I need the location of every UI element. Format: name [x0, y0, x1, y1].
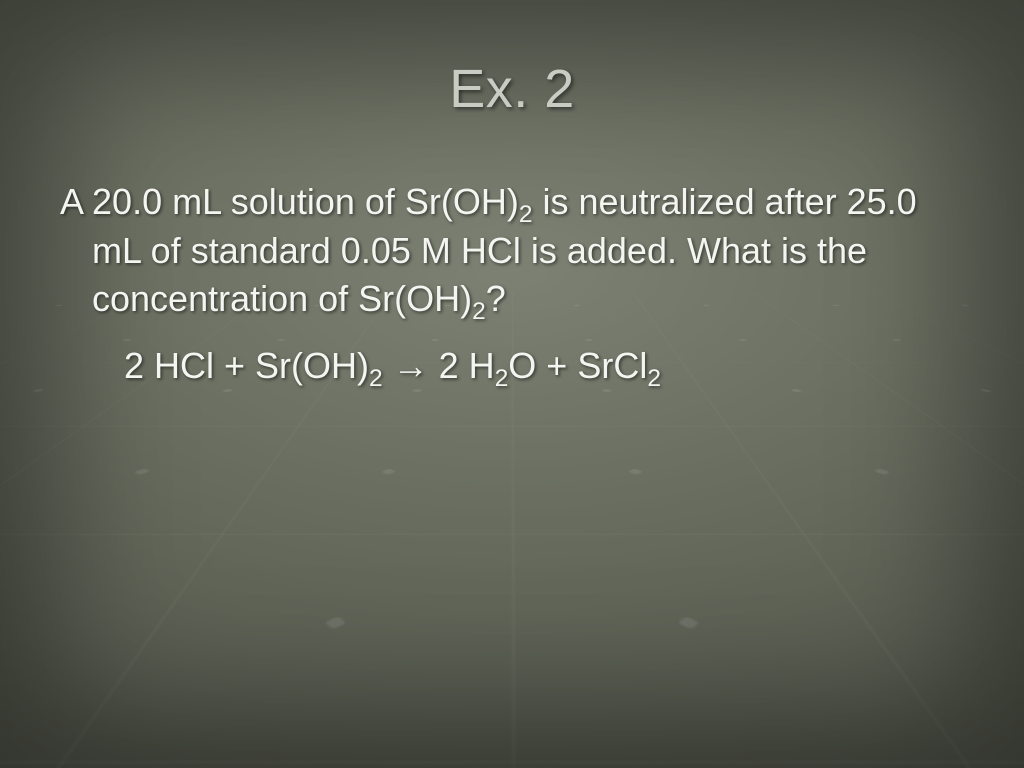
eq-segment-4: O + SrCl: [508, 345, 647, 386]
slide-content: Ex. 2 A 20.0 mL solution of Sr(OH)2 is n…: [0, 0, 1024, 390]
eq-segment-3: 2 H: [429, 345, 495, 386]
eq-segment-2: [383, 345, 393, 386]
eq-segment-1: 2 HCl + Sr(OH): [124, 345, 369, 386]
para-segment-1: A 20.0 mL solution of Sr(OH): [60, 181, 519, 222]
eq-subscript-1: 2: [369, 365, 383, 392]
slide-body: A 20.0 mL solution of Sr(OH)2 is neutral…: [60, 178, 964, 390]
subscript-2a: 2: [519, 201, 533, 228]
eq-subscript-3: 2: [647, 365, 661, 392]
slide-title: Ex. 2: [60, 58, 964, 120]
problem-statement: A 20.0 mL solution of Sr(OH)2 is neutral…: [60, 178, 964, 324]
para-segment-3: ?: [486, 278, 506, 319]
eq-subscript-2: 2: [495, 365, 509, 392]
reaction-arrow-icon: →: [393, 345, 429, 386]
chemical-equation: 2 HCl + Sr(OH)2 → 2 H2O + SrCl2: [60, 342, 964, 391]
subscript-2b: 2: [472, 298, 486, 325]
